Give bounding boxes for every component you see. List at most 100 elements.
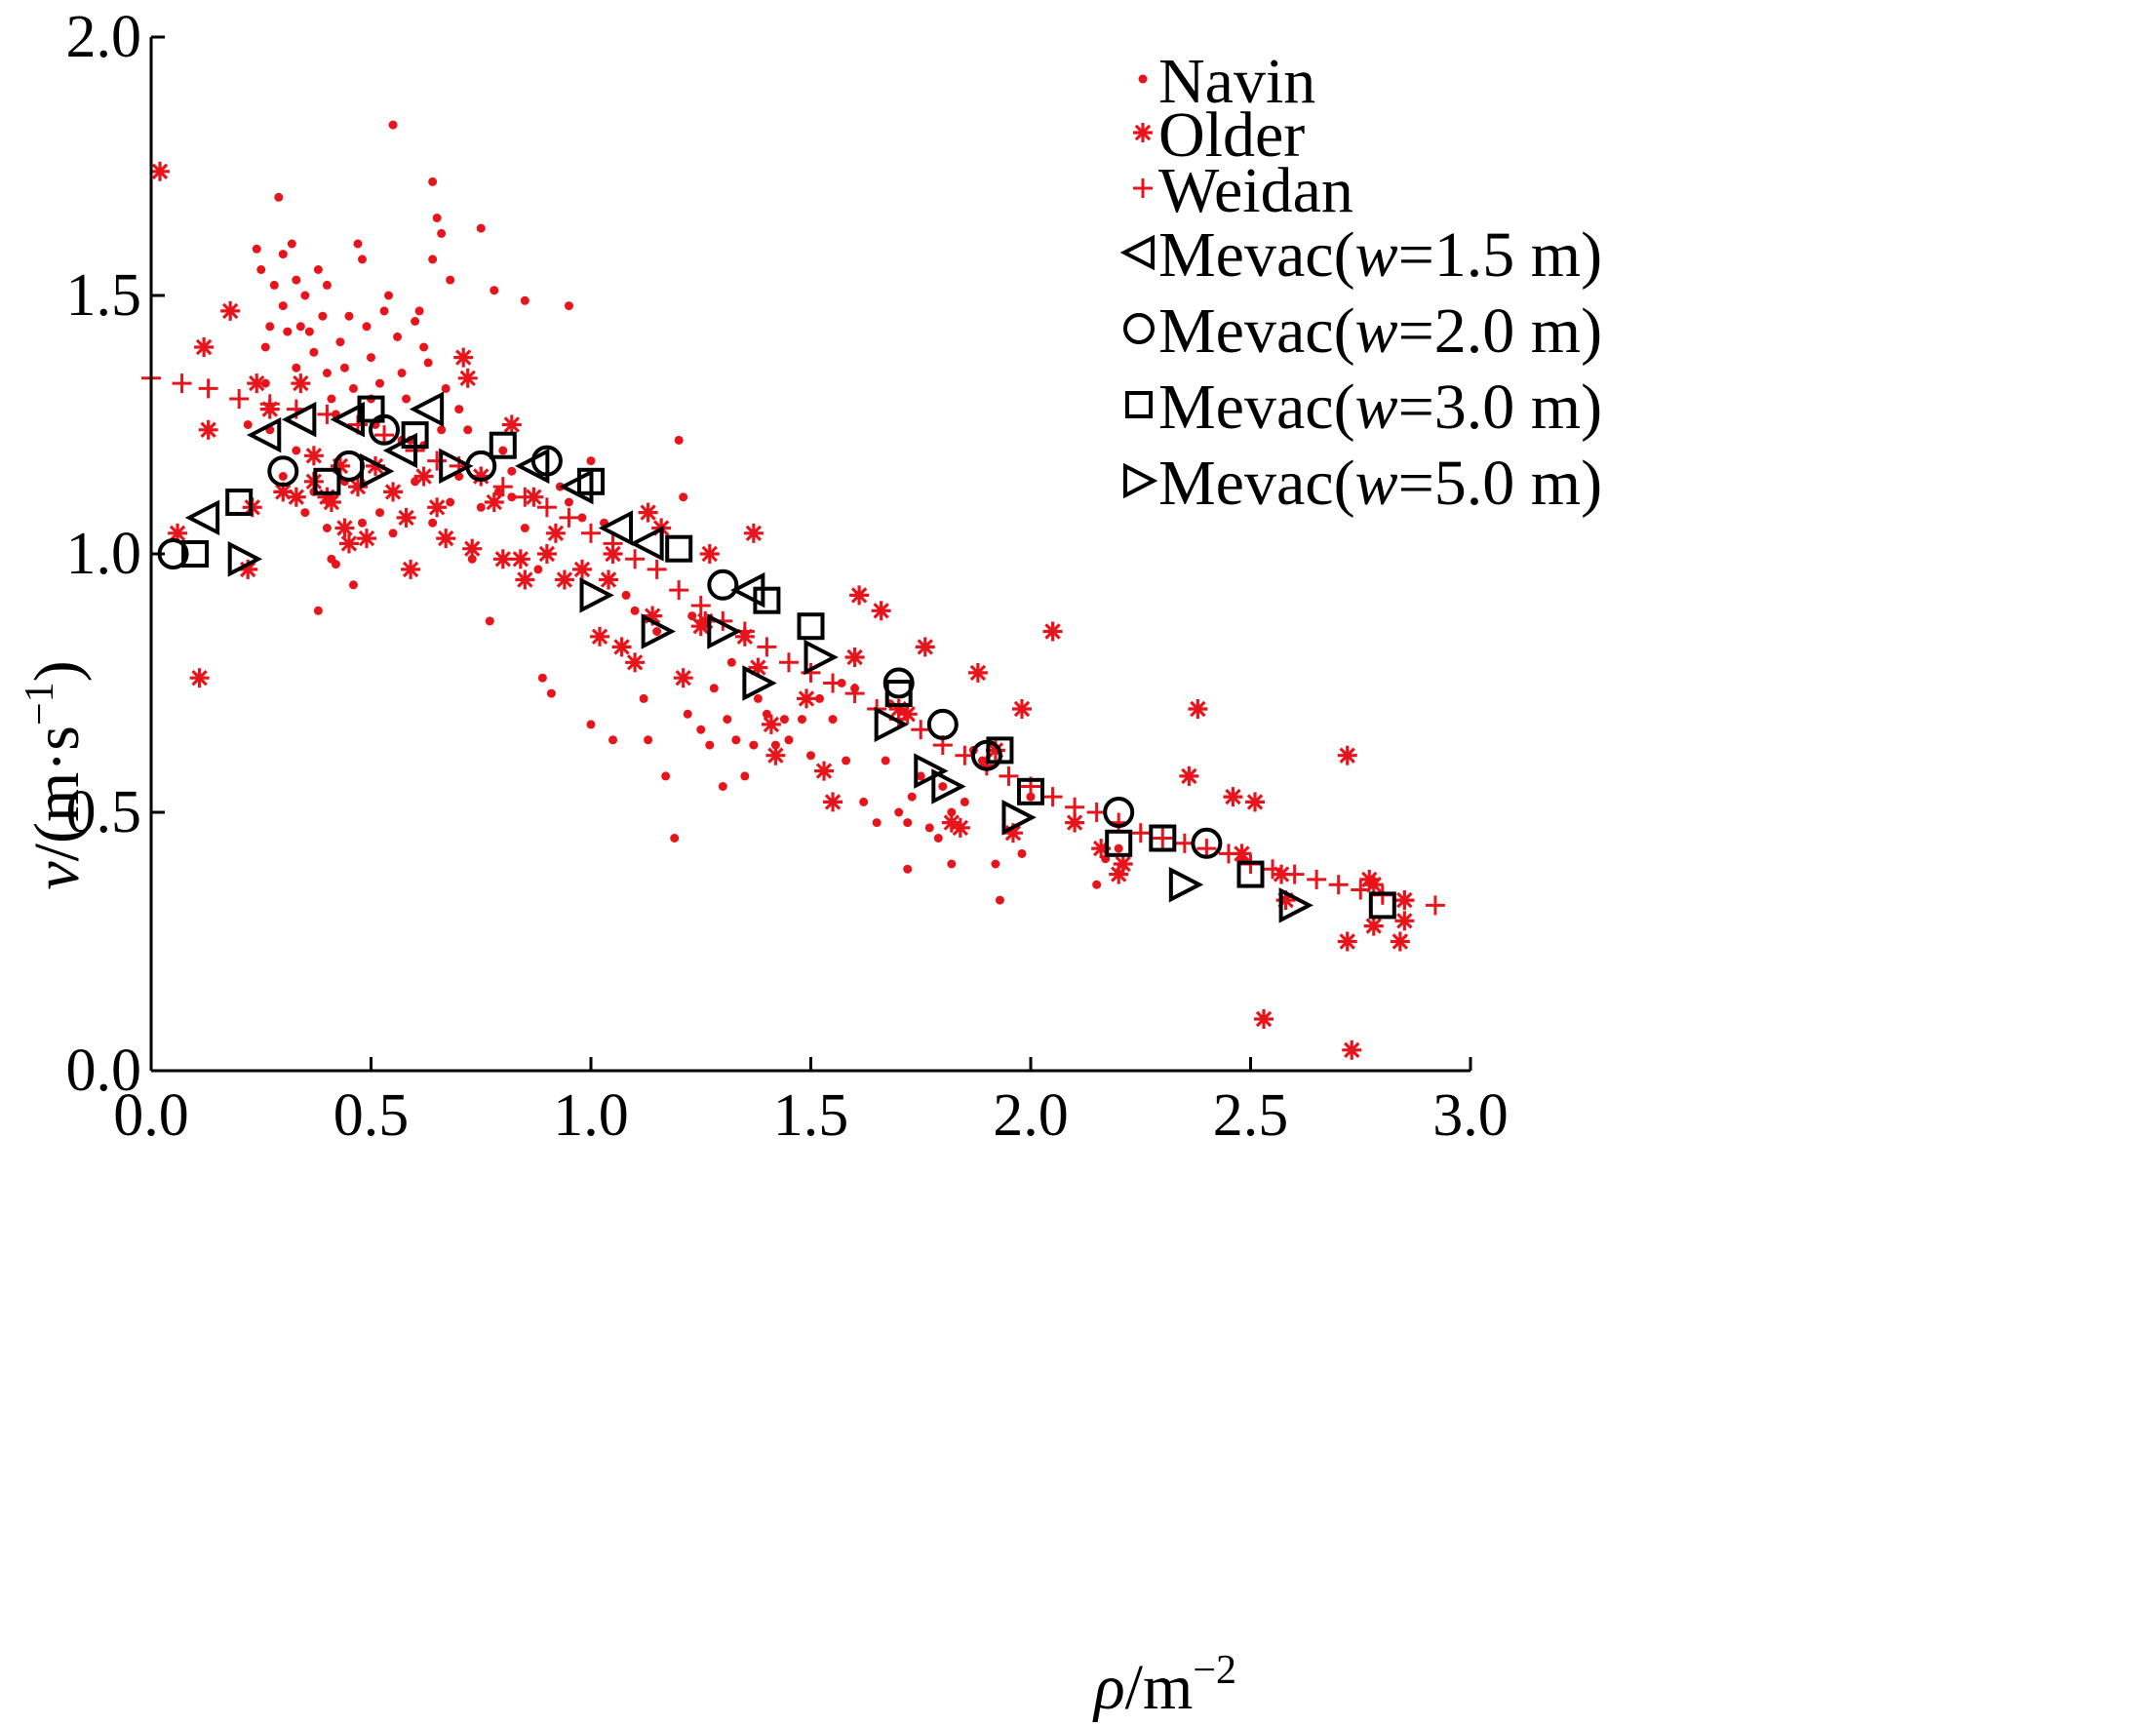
data-point bbox=[457, 368, 478, 388]
data-point bbox=[322, 280, 332, 290]
data-point bbox=[844, 684, 865, 704]
data-point bbox=[1042, 787, 1063, 807]
data-point bbox=[304, 327, 314, 336]
data-point bbox=[699, 544, 720, 564]
data-point bbox=[871, 601, 891, 621]
data-point bbox=[1092, 880, 1102, 889]
data-point bbox=[484, 492, 504, 512]
legend-label: Navin bbox=[1158, 46, 1315, 117]
data-point bbox=[220, 300, 241, 321]
data-point bbox=[402, 394, 412, 404]
data-point bbox=[327, 394, 336, 404]
data-point bbox=[1232, 843, 1252, 864]
data-point bbox=[281, 401, 317, 438]
data-point bbox=[1351, 880, 1371, 900]
data-point bbox=[300, 291, 310, 300]
data-point bbox=[515, 487, 535, 507]
data-point bbox=[564, 301, 573, 311]
data-point bbox=[608, 735, 618, 745]
data-point bbox=[515, 569, 535, 590]
data-point bbox=[498, 446, 508, 455]
data-point bbox=[753, 586, 781, 614]
data-point bbox=[247, 373, 267, 394]
data-point bbox=[753, 693, 763, 703]
data-point bbox=[726, 657, 736, 667]
data-point bbox=[740, 771, 750, 781]
axes: 0.0 0.5 1.0 1.5 2.0 2.5 3.0 0.0 0.5 1.0 1.5 2.0 bbox=[66, 4, 1509, 1149]
data-point bbox=[184, 499, 220, 536]
data-point bbox=[915, 637, 935, 657]
data-point bbox=[564, 497, 573, 507]
data-point bbox=[559, 507, 579, 528]
data-point bbox=[806, 751, 815, 761]
data-point bbox=[322, 524, 332, 532]
data-point bbox=[991, 859, 1000, 869]
data-point bbox=[467, 554, 477, 564]
data-point bbox=[1337, 931, 1357, 952]
data-point bbox=[292, 275, 301, 285]
legend-label: Weidan bbox=[1158, 155, 1353, 226]
data-point bbox=[743, 523, 764, 543]
data-point bbox=[411, 477, 420, 487]
data-point bbox=[490, 286, 499, 295]
data-point bbox=[379, 306, 389, 316]
data-point bbox=[1390, 931, 1410, 952]
data-point bbox=[313, 265, 323, 274]
data-point bbox=[291, 373, 311, 394]
data-point bbox=[274, 192, 284, 202]
data-point bbox=[661, 771, 671, 781]
data-point bbox=[621, 590, 631, 600]
x-tick-label: 3.0 bbox=[1432, 1082, 1509, 1149]
y-axis-title: v/(m·s−1) bbox=[18, 660, 93, 889]
data-point bbox=[590, 626, 610, 647]
data-point bbox=[295, 322, 305, 332]
data-point bbox=[198, 419, 218, 440]
data-point bbox=[842, 756, 851, 765]
data-point bbox=[492, 549, 513, 569]
data-point bbox=[388, 529, 398, 538]
data-point bbox=[815, 693, 825, 703]
data-point bbox=[321, 492, 341, 512]
data-point bbox=[396, 507, 416, 528]
data-point bbox=[362, 322, 372, 332]
data-point bbox=[357, 395, 385, 423]
legend-label: Older bbox=[1158, 99, 1305, 171]
data-point bbox=[696, 725, 706, 734]
data-point bbox=[1363, 875, 1384, 895]
data-point bbox=[1337, 745, 1357, 765]
data-point bbox=[172, 373, 192, 394]
data-point bbox=[383, 482, 404, 502]
data-point bbox=[507, 492, 517, 502]
data-point bbox=[375, 378, 385, 388]
data-point bbox=[639, 693, 648, 703]
series-triangle-right bbox=[227, 448, 1313, 923]
data-point bbox=[309, 347, 319, 357]
data-point bbox=[581, 523, 601, 543]
data-point bbox=[903, 864, 913, 874]
data-point bbox=[317, 404, 337, 424]
data-point bbox=[554, 569, 574, 590]
data-point bbox=[225, 489, 254, 516]
data-point bbox=[357, 255, 367, 264]
data-point bbox=[749, 740, 759, 750]
data-point bbox=[453, 347, 474, 368]
data-point bbox=[536, 497, 557, 518]
data-point bbox=[679, 492, 688, 502]
data-point bbox=[1103, 797, 1135, 828]
data-point bbox=[189, 668, 210, 688]
data-point bbox=[411, 317, 420, 326]
data-point bbox=[718, 782, 727, 791]
data-point bbox=[384, 291, 394, 300]
data-point bbox=[625, 652, 646, 673]
data-point bbox=[599, 569, 619, 590]
data-point bbox=[353, 239, 363, 249]
data-point bbox=[647, 559, 667, 579]
series-triangle-left bbox=[184, 391, 765, 608]
data-point bbox=[559, 468, 594, 505]
data-point bbox=[967, 662, 988, 683]
legend-marker bbox=[1133, 178, 1153, 198]
data-point bbox=[476, 502, 486, 512]
data-point bbox=[814, 761, 835, 781]
data-point bbox=[874, 706, 910, 743]
